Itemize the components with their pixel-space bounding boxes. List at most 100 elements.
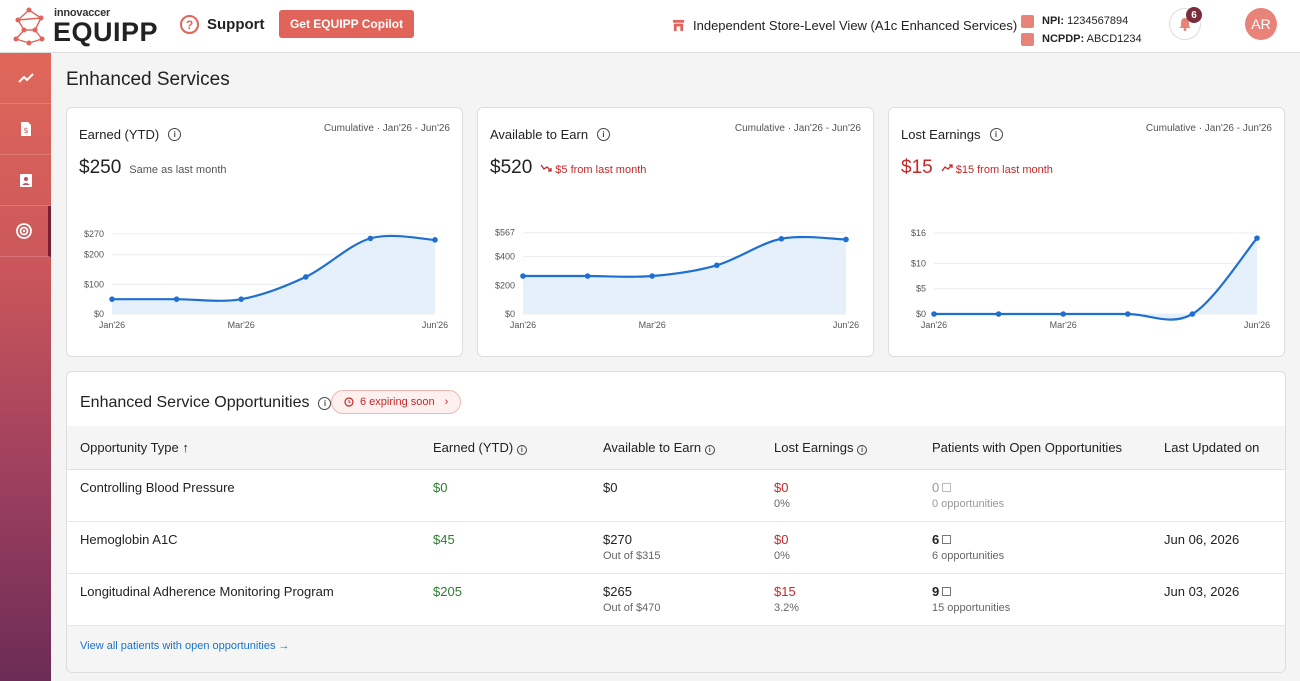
cell-available: $270 Out of $315 [603,521,774,574]
store-view-selector[interactable]: Independent Store-Level View (A1c Enhanc… [672,18,1017,33]
card-title-row: Earned (YTD) i [79,127,182,142]
support-label: Support [207,16,265,33]
ncpdp-value: ABCD1234 [1086,33,1142,45]
store-icon [672,19,685,32]
y-tick-label: $200 [84,250,104,260]
external-link-icon[interactable] [942,482,952,492]
npi-label: NPI: [1042,15,1064,27]
header-label: Last Updated on [1164,439,1260,455]
trend-icon [17,73,34,83]
expiring-soon-chip[interactable]: 6 expiring soon › [331,390,462,414]
header-label: Earned (YTD) [433,439,514,455]
header-available[interactable]: Available to Earn i [603,426,774,470]
cell-lost: $0 0% [774,521,932,574]
card-title: Earned (YTD) [79,127,160,142]
x-tick-label: Jun'26 [1244,320,1270,330]
opportunities-count: 15 opportunities [932,601,1011,614]
svg-text:$: $ [23,126,28,135]
header-patients[interactable]: Patients with Open Opportunities [932,426,1164,470]
chevron-right-icon: › [444,396,449,408]
cell-earned: $45 [433,521,603,574]
table-footer [67,626,1285,672]
pharmacy-ids: NPI: 1234567894 NCPDP: ABCD1234 [1021,12,1142,48]
data-point [931,311,937,317]
npi-value: 1234567894 [1067,15,1129,27]
y-tick-label: $270 [84,229,104,239]
avatar[interactable]: AR [1245,8,1277,40]
support-link[interactable]: ? Support [180,15,265,34]
npi-icon [1021,14,1034,28]
x-tick-label: Mar'26 [639,320,666,330]
x-tick-label: Mar'26 [228,320,255,330]
header-last-updated[interactable]: Last Updated on [1164,426,1285,470]
area-fill [934,238,1257,320]
patients-count[interactable]: 9 [932,583,940,599]
earned-chart: $0 $100 $200 $270 Jan'26 Mar'26 Jun'26 [84,229,448,330]
info-icon[interactable]: i [704,445,715,455]
table-row[interactable]: Hemoglobin A1C $45 $270 Out of $315 $0 0% … [67,521,1285,574]
lost-percent: 0% [774,549,790,562]
available-value: $270 [603,531,632,547]
card-title-row: Lost Earnings i [901,127,1003,142]
info-icon[interactable]: i [168,128,182,141]
available-sub: Out of $315 [603,549,661,562]
lost-percent: 0% [774,497,790,510]
patients-count[interactable]: 0 [932,479,940,495]
data-point [1060,311,1066,317]
lost-percent: 3.2% [774,601,800,614]
info-icon[interactable]: i [318,396,332,410]
info-icon[interactable]: i [989,128,1003,141]
external-link-icon[interactable] [942,534,952,544]
card-value-row: $15 $15 from last month [901,157,1053,179]
page-title: Enhanced Services [66,69,230,90]
clock-icon [344,397,354,407]
header-lost[interactable]: Lost Earnings i [774,426,932,470]
cell-earned: $0 [433,469,603,522]
sidebar-item-billing[interactable]: $ [0,104,51,155]
sort-arrow-icon: ↑ [182,439,189,455]
y-tick-label: $0 [94,309,104,319]
lost-chart: $0 $5 $10 $16 Jan'26 Mar'26 Jun'26 [911,228,1270,330]
card-title: Lost Earnings [901,127,981,142]
cell-updated [1164,469,1285,522]
info-icon[interactable]: i [597,128,611,141]
card-delta: $5 from last month [555,164,647,176]
external-link-icon[interactable] [942,586,952,596]
info-icon[interactable]: i [857,445,868,455]
clipboard-user-icon [19,174,32,187]
data-point [520,273,526,279]
data-point [109,296,115,302]
card-value-row: $250 Same as last month [79,157,227,179]
sidebar-item-patients[interactable] [0,155,51,206]
available-value: $265 [603,583,632,599]
cell-earned: $205 [433,573,603,626]
data-point [843,236,849,243]
help-icon: ? [180,15,199,34]
sidebar-item-trends[interactable] [0,53,51,104]
patients-count[interactable]: 6 [932,531,940,547]
cell-type: Longitudinal Adherence Monitoring Progra… [67,573,433,626]
header-opportunity-type[interactable]: Opportunity Type ↑ [67,426,433,470]
data-point [432,237,438,243]
header-label: Patients with Open Opportunities [932,439,1123,455]
header-earned[interactable]: Earned (YTD) i [433,426,603,470]
sidebar: $ [0,53,51,681]
sidebar-item-enhanced-services[interactable] [0,206,51,257]
brand-small: innovaccer [54,7,111,19]
y-tick-label: $5 [916,284,926,294]
data-point [367,235,374,242]
get-copilot-button[interactable]: Get EQUIPP Copilot [279,10,414,38]
table-row[interactable]: Longitudinal Adherence Monitoring Progra… [67,573,1285,626]
x-tick-label: Jun'26 [833,320,859,330]
view-all-link[interactable]: View all patients with open opportunitie… [80,640,290,652]
trend-down-icon [540,164,552,172]
logo[interactable]: innovaccer EQUIPP [10,4,160,48]
data-point [714,262,720,269]
info-icon[interactable]: i [516,445,527,455]
data-point [778,235,785,242]
cell-lost: $0 0% [774,469,932,522]
opportunities-title-row: Enhanced Service Opportunities i [80,394,332,412]
data-point [1254,235,1260,241]
cell-updated: Jun 03, 2026 [1164,573,1285,626]
